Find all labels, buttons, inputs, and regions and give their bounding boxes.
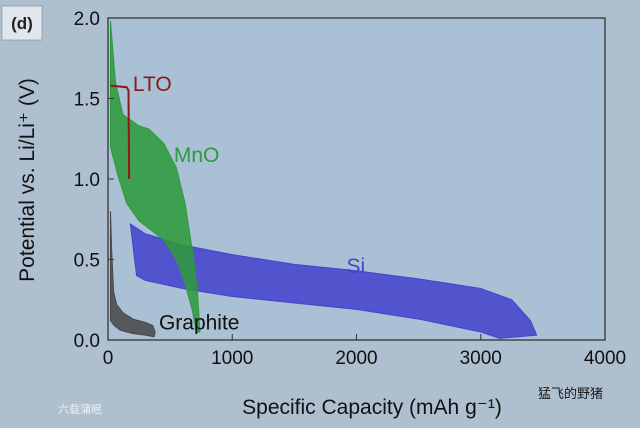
annotation-si: Si [347, 255, 366, 278]
panel-label-box [1, 5, 43, 41]
watermark-right: 猛飞的野猪 [538, 386, 603, 401]
annotation-graphite: Graphite [159, 311, 240, 334]
tick-layer: 0 1000 2000 3000 4000 0.0 0.5 1.0 1.5 2.0 [74, 9, 627, 369]
series-band-si [129, 223, 538, 339]
annotation-mno: MnO [174, 144, 220, 167]
y-axis-label: Potential vs. Li/Li⁺ (V) [16, 78, 39, 282]
x-tick-label: 4000 [584, 348, 626, 369]
x-tick-label: 1000 [211, 348, 253, 369]
y-tick-label: 0.5 [74, 251, 100, 272]
series-band-mno [109, 21, 201, 333]
annotation-lto: LTO [133, 73, 172, 96]
y-tick-label: 2.0 [74, 9, 100, 30]
x-tick-label: 3000 [460, 348, 502, 369]
series-layer [109, 21, 538, 339]
watermark-left: 六载蒲眠 [58, 402, 102, 416]
x-tick-label: 2000 [335, 348, 377, 369]
series-band-graphite [109, 211, 156, 338]
series-line-lto [110, 84, 131, 180]
panel-label: (d) [11, 14, 33, 33]
y-tick-label: 1.5 [74, 90, 100, 111]
annotation-layer: LTO MnO Si Graphite [133, 73, 365, 334]
x-tick-label: 0 [103, 348, 114, 369]
y-tick-label: 1.0 [74, 170, 100, 191]
x-axis-label: Specific Capacity (mAh g⁻¹) [242, 396, 502, 419]
y-tick-label: 0.0 [74, 331, 100, 352]
